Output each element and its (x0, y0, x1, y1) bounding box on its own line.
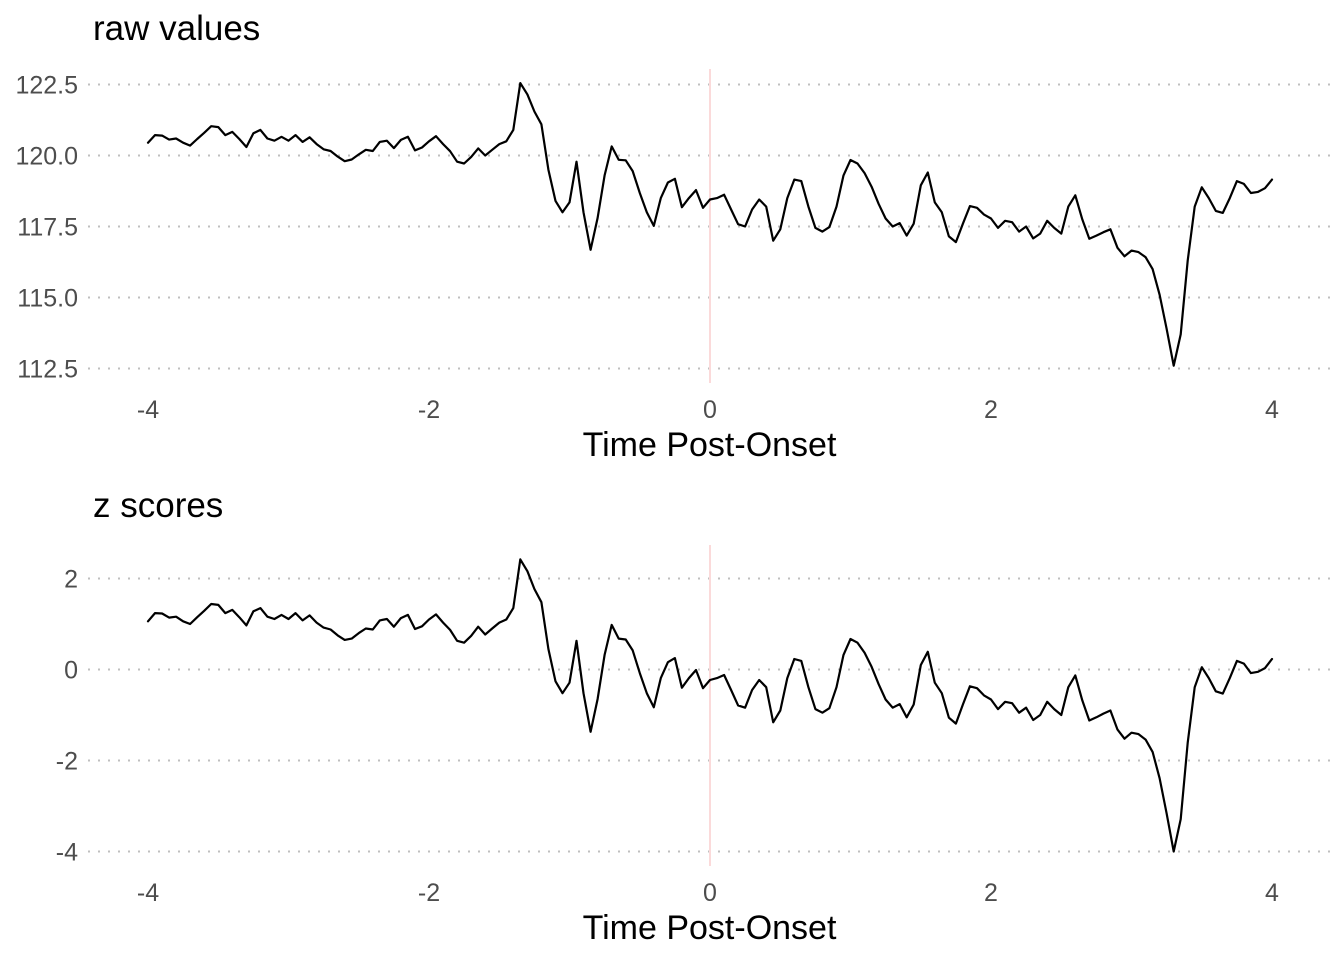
x-tick-label: -4 (137, 396, 159, 424)
x-tick-label: 4 (1265, 396, 1279, 424)
y-tick-label: 2 (64, 566, 78, 594)
x-axis-title-z-scores: Time Post-Onset (582, 909, 837, 947)
y-tick-label: 122.5 (15, 72, 78, 100)
y-tick-label: 120.0 (15, 143, 78, 171)
chart-title-z-scores: z scores (93, 486, 224, 525)
y-tick-label: -4 (56, 839, 78, 867)
x-tick-label: 2 (984, 396, 998, 424)
x-tick-label: -4 (137, 879, 159, 907)
y-tick-label: 0 (64, 657, 78, 685)
chart-title-raw-values: raw values (93, 9, 261, 48)
series-line (146, 82, 1274, 367)
x-tick-label: -2 (418, 879, 440, 907)
y-tick-label: 112.5 (17, 356, 78, 384)
x-tick-label: 0 (703, 396, 717, 424)
y-tick-label: 117.5 (17, 214, 78, 242)
y-tick-label: -2 (56, 748, 78, 776)
y-tick-label: 115.0 (17, 285, 78, 313)
x-tick-label: 2 (984, 879, 998, 907)
series-line (146, 558, 1274, 853)
x-tick-label: 0 (703, 879, 717, 907)
x-tick-label: -2 (418, 396, 440, 424)
x-tick-label: 4 (1265, 879, 1279, 907)
x-axis-title-raw-values: Time Post-Onset (582, 426, 837, 464)
